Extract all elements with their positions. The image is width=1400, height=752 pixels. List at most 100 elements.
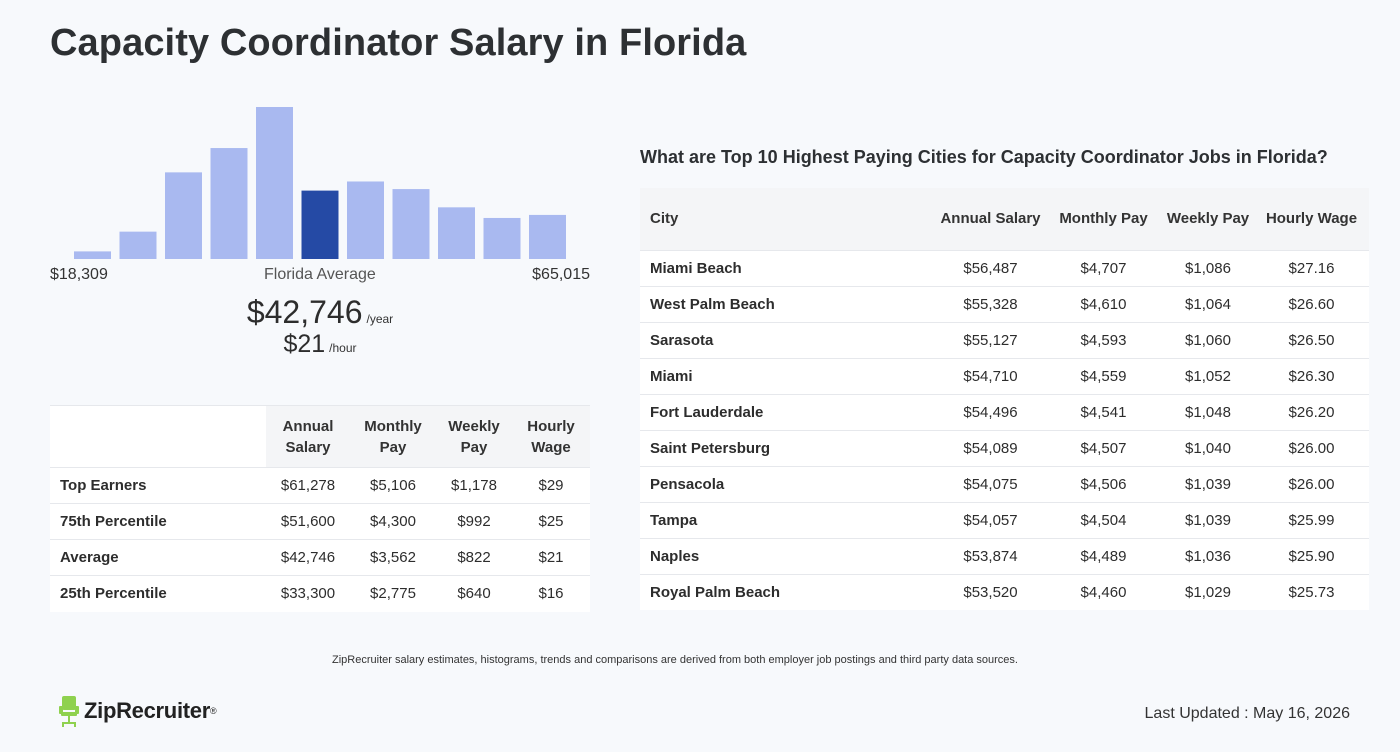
percentile-row-value: $992 bbox=[457, 513, 491, 530]
percentile-row-label: 25th Percentile bbox=[60, 585, 167, 603]
city-row-value: $1,039 bbox=[1185, 511, 1231, 529]
histogram-bar bbox=[347, 181, 384, 259]
histogram-bar bbox=[438, 207, 475, 259]
percentile-row-value: $61,278 bbox=[280, 477, 336, 494]
percentile-header-blank bbox=[50, 405, 266, 468]
percentile-header-annual: Annual Salary bbox=[266, 405, 350, 468]
city-row-label: Sarasota bbox=[650, 331, 714, 349]
percentile-row-value: $3,562 bbox=[370, 549, 416, 566]
city-row-label: Saint Petersburg bbox=[650, 439, 771, 457]
city-row-value: $1,040 bbox=[1185, 439, 1231, 457]
city-row-value: $4,489 bbox=[1080, 547, 1127, 565]
logo-registered-mark: ® bbox=[209, 706, 217, 716]
cities-header-weekly: Weekly Pay bbox=[1162, 188, 1254, 250]
histogram-bar bbox=[483, 217, 521, 259]
cities-header-city: City bbox=[640, 188, 936, 250]
city-row-label: Pensacola bbox=[650, 475, 725, 493]
city-row-value: $1,048 bbox=[1185, 403, 1231, 421]
percentile-row-label: 75th Percentile bbox=[60, 513, 167, 530]
ziprecruiter-logo[interactable]: ZipRecruiter ® bbox=[58, 694, 217, 728]
city-row: Tampa $54,057 $4,504 $1,039 $25.99 bbox=[640, 502, 1369, 538]
city-row-label: Miami bbox=[650, 367, 693, 385]
city-row-value: $4,610 bbox=[1080, 295, 1127, 313]
city-row-value: $1,060 bbox=[1185, 331, 1231, 349]
cities-header-hourly: Hourly Wage bbox=[1254, 188, 1369, 250]
city-row-value: $54,710 bbox=[963, 367, 1018, 385]
city-row-value: $55,127 bbox=[963, 331, 1018, 349]
city-row-value: $26.30 bbox=[1288, 367, 1335, 385]
city-row: Miami Beach $56,487 $4,707 $1,086 $27.16 bbox=[640, 250, 1369, 286]
percentile-row-value: $16 bbox=[538, 585, 564, 603]
data-source-note: ZipRecruiter salary estimates, histogram… bbox=[332, 654, 1018, 666]
percentile-row-value: $5,106 bbox=[370, 477, 416, 494]
city-row-value: $26.50 bbox=[1288, 331, 1335, 349]
range-average-label: Florida Average bbox=[264, 266, 376, 283]
percentile-row-value: $42,746 bbox=[280, 549, 336, 566]
city-row-value: $26.20 bbox=[1288, 403, 1335, 421]
city-row-value: $54,496 bbox=[963, 403, 1018, 421]
city-row-value: $4,707 bbox=[1080, 259, 1127, 277]
city-row-value: $4,559 bbox=[1080, 367, 1127, 385]
histogram-bar bbox=[165, 172, 202, 259]
chair-icon bbox=[59, 696, 79, 727]
average-hourly-value: $21 bbox=[283, 330, 326, 358]
percentile-table: Annual Salary Monthly Pay Weekly Pay Hou… bbox=[50, 405, 590, 612]
percentile-row-value: $25 bbox=[538, 513, 564, 530]
city-row-value: $1,036 bbox=[1185, 547, 1231, 565]
city-row-value: $4,506 bbox=[1080, 475, 1127, 493]
city-row-value: $54,057 bbox=[963, 511, 1018, 529]
percentile-row-value: $29 bbox=[538, 477, 564, 494]
salary-histogram bbox=[50, 100, 590, 260]
percentile-row-value: $1,178 bbox=[451, 477, 497, 494]
city-row-value: $1,086 bbox=[1185, 259, 1231, 277]
percentile-header-weekly: Weekly Pay bbox=[436, 405, 512, 468]
histogram-bar bbox=[119, 231, 157, 259]
city-row-value: $1,052 bbox=[1185, 367, 1231, 385]
percentile-row-value: $33,300 bbox=[280, 585, 336, 603]
city-row-value: $56,487 bbox=[963, 259, 1018, 277]
city-row: Sarasota $55,127 $4,593 $1,060 $26.50 bbox=[640, 322, 1369, 358]
range-max-label: $65,015 bbox=[532, 266, 590, 283]
city-row-value: $55,328 bbox=[963, 295, 1018, 313]
city-row: Miami $54,710 $4,559 $1,052 $26.30 bbox=[640, 358, 1369, 394]
city-row-label: Naples bbox=[650, 547, 700, 565]
percentile-row-value: $21 bbox=[538, 549, 564, 566]
histogram-bar bbox=[74, 251, 111, 259]
histogram-bar bbox=[256, 107, 293, 259]
percentile-header-monthly: Monthly Pay bbox=[350, 405, 436, 468]
city-row-value: $1,039 bbox=[1185, 475, 1231, 493]
city-row: West Palm Beach $55,328 $4,610 $1,064 $26.60 bbox=[640, 286, 1369, 322]
city-row-label: Miami Beach bbox=[650, 259, 742, 277]
histogram-svg bbox=[74, 107, 566, 259]
percentile-row: Top Earners $61,278 $5,106 $1,178 $29 bbox=[50, 467, 590, 504]
cities-header-monthly: Monthly Pay bbox=[1045, 188, 1162, 250]
percentile-row: 75th Percentile $51,600 $4,300 $992 $25 bbox=[50, 503, 590, 540]
city-row: Pensacola $54,075 $4,506 $1,039 $26.00 bbox=[640, 466, 1369, 502]
city-row-value: $4,541 bbox=[1080, 403, 1127, 421]
histogram-bar bbox=[210, 148, 248, 259]
last-updated: Last Updated : May 16, 2026 bbox=[1144, 705, 1350, 722]
city-row-value: $54,089 bbox=[963, 439, 1018, 457]
logo-text: ZipRecruiter bbox=[84, 698, 210, 723]
cities-title: What are Top 10 Highest Paying Cities fo… bbox=[640, 147, 1328, 167]
city-row-value: $54,075 bbox=[963, 475, 1018, 493]
average-hourly-unit: /hour bbox=[329, 341, 357, 355]
city-row-value: $4,460 bbox=[1080, 583, 1127, 601]
city-row-value: $26.60 bbox=[1288, 295, 1335, 313]
percentile-header-hourly: Hourly Wage bbox=[512, 405, 590, 468]
percentile-row-value: $640 bbox=[457, 585, 491, 603]
city-row: Naples $53,874 $4,489 $1,036 $25.90 bbox=[640, 538, 1369, 574]
histogram-bar-average bbox=[301, 190, 339, 259]
city-row-value: $53,520 bbox=[963, 583, 1018, 601]
histogram-bar bbox=[392, 189, 430, 259]
city-row-value: $4,593 bbox=[1080, 331, 1127, 349]
city-row-value: $25.99 bbox=[1288, 511, 1335, 529]
percentile-row-value: $51,600 bbox=[280, 513, 336, 530]
percentile-row-label: Top Earners bbox=[60, 477, 147, 494]
histogram-bar bbox=[529, 214, 566, 259]
city-row-value: $53,874 bbox=[963, 547, 1018, 565]
city-row-value: $1,064 bbox=[1185, 295, 1231, 313]
city-row-value: $1,029 bbox=[1185, 583, 1231, 601]
percentile-row: Average $42,746 $3,562 $822 $21 bbox=[50, 539, 590, 576]
city-row-value: $25.90 bbox=[1288, 547, 1335, 565]
